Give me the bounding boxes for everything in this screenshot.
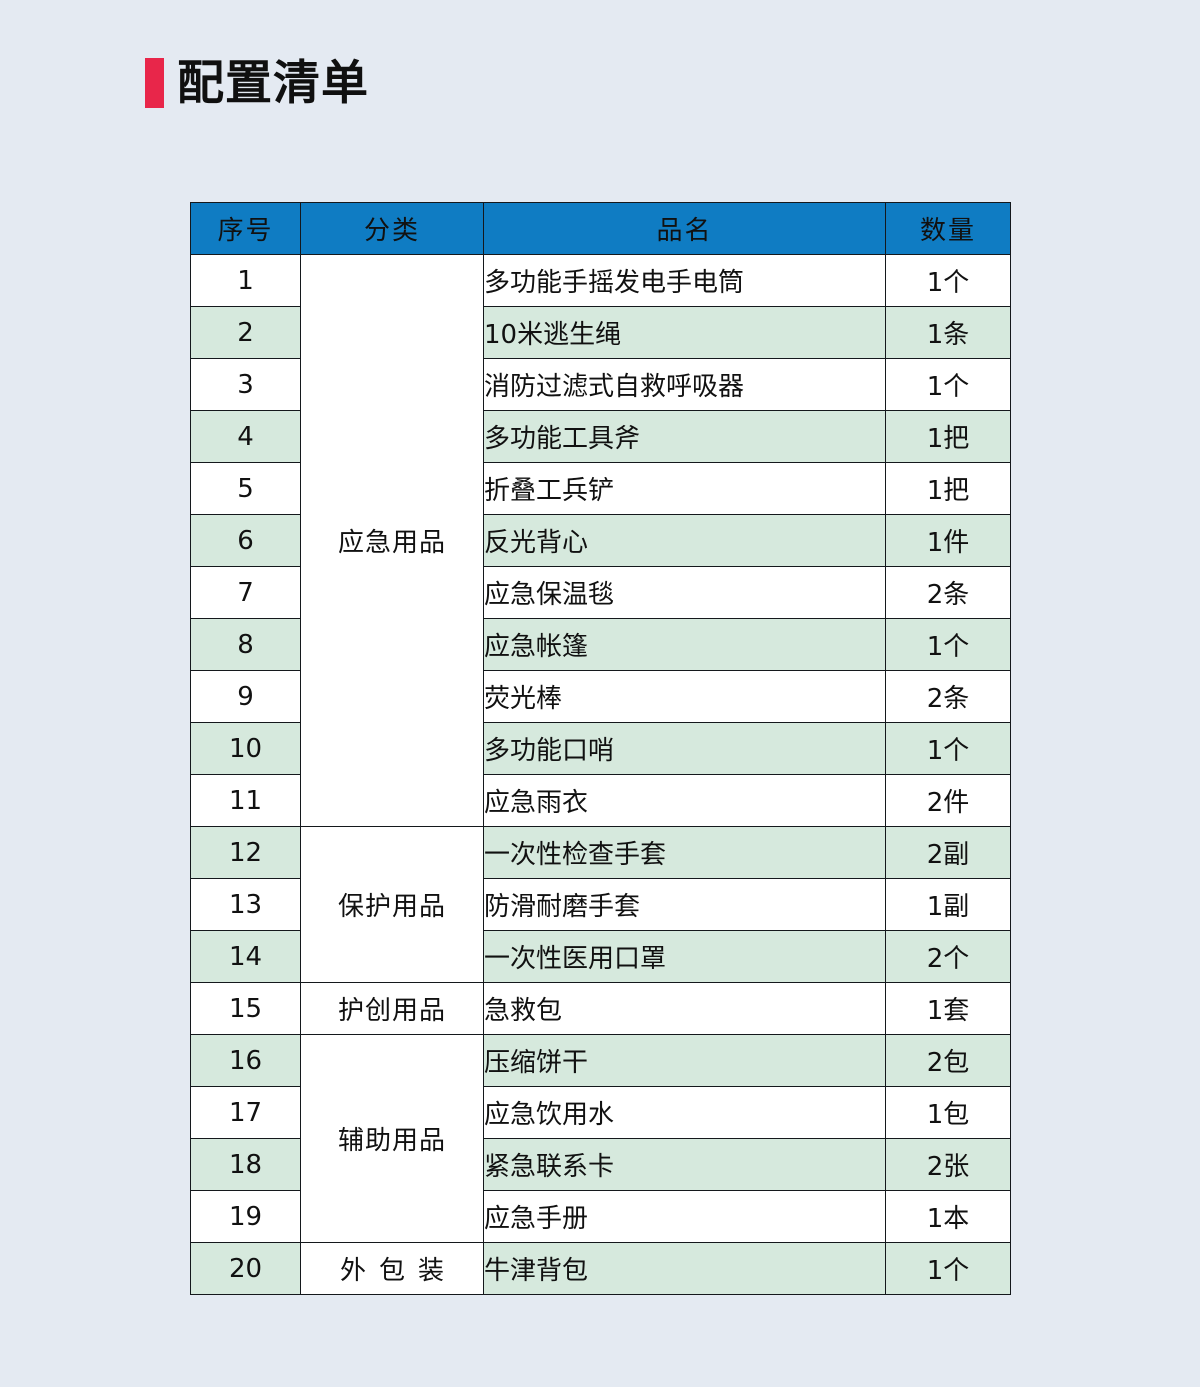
- table-head: 序号 分类 品名 数量: [190, 202, 1011, 255]
- cell-item-name: 10米逃生绳: [483, 306, 886, 359]
- cell-item-name: 应急饮用水: [483, 1086, 886, 1139]
- cell-index: 12: [190, 826, 301, 879]
- cell-category: 应急用品: [300, 254, 484, 827]
- cell-index: 7: [190, 566, 301, 619]
- table-row: 15 护创用品 急救包 1套: [190, 982, 1011, 1035]
- cell-quantity: 1个: [885, 254, 1011, 307]
- cell-index: 19: [190, 1190, 301, 1243]
- cell-quantity: 2条: [885, 566, 1011, 619]
- cell-quantity: 1套: [885, 982, 1011, 1035]
- cell-index: 9: [190, 670, 301, 723]
- cell-index: 3: [190, 358, 301, 411]
- table-row: 16 辅助用品 压缩饼干 2包: [190, 1034, 1011, 1243]
- cell-index: 20: [190, 1242, 301, 1295]
- cell-item-name: 一次性检查手套: [483, 826, 886, 879]
- cell-index: 8: [190, 618, 301, 671]
- cell-item-name: 多功能口哨: [483, 722, 886, 775]
- cell-item-name: 紧急联系卡: [483, 1138, 886, 1191]
- cell-index: 4: [190, 410, 301, 463]
- table-row: 3 消防过滤式自救呼吸器 1个: [190, 358, 1011, 411]
- page-title: 配置清单: [145, 58, 369, 108]
- cell-item-name: 应急手册: [483, 1190, 886, 1243]
- table-header-row: 序号 分类 品名 数量: [190, 202, 1011, 255]
- cell-item-name: 反光背心: [483, 514, 886, 567]
- cell-index: 16: [190, 1034, 301, 1087]
- cell-quantity: 1个: [885, 618, 1011, 671]
- cell-item-name: 压缩饼干: [483, 1034, 886, 1087]
- table-body: 1 应急用品 多功能手摇发电手电筒 1个 2 10米逃生绳 1条 3 消防过滤式自救呼吸器 1个 4…: [190, 254, 1011, 1295]
- column-header-name: 品名: [483, 202, 886, 255]
- table-row: 1 应急用品 多功能手摇发电手电筒 1个: [190, 254, 1011, 827]
- title-accent-bar: [145, 58, 164, 108]
- table-row: 2 10米逃生绳 1条: [190, 306, 1011, 359]
- cell-item-name: 牛津背包: [483, 1242, 886, 1295]
- table-row: 20 外包装 牛津背包 1个: [190, 1242, 1011, 1295]
- cell-quantity: 1把: [885, 462, 1011, 515]
- cell-item-name: 应急雨衣: [483, 774, 886, 827]
- cell-item-name: 多功能手摇发电手电筒: [483, 254, 886, 307]
- column-header-no: 序号: [190, 202, 301, 255]
- cell-quantity: 2个: [885, 930, 1011, 983]
- cell-item-name: 消防过滤式自救呼吸器: [483, 358, 886, 411]
- cell-category: 辅助用品: [300, 1034, 484, 1243]
- cell-quantity: 1个: [885, 358, 1011, 411]
- cell-quantity: 2条: [885, 670, 1011, 723]
- cell-quantity: 1条: [885, 306, 1011, 359]
- cell-quantity: 1件: [885, 514, 1011, 567]
- cell-category: 外包装: [300, 1242, 484, 1295]
- cell-index: 2: [190, 306, 301, 359]
- cell-item-name: 防滑耐磨手套: [483, 878, 886, 931]
- cell-index: 13: [190, 878, 301, 931]
- cell-quantity: 1把: [885, 410, 1011, 463]
- config-list-table-wrapper: 序号 分类 品名 数量 1 应急用品 多功能手摇发电手电筒 1个 2 10米逃生绳 1条 3 消…: [190, 202, 1011, 1295]
- cell-category: 保护用品: [300, 826, 484, 983]
- table-row: 4 多功能工具斧 1把: [190, 410, 1011, 463]
- table-row: 13 防滑耐磨手套 1副: [190, 878, 1011, 931]
- config-list-table: 序号 分类 品名 数量 1 应急用品 多功能手摇发电手电筒 1个 2 10米逃生绳 1条 3 消…: [190, 202, 1011, 1295]
- cell-item-name: 折叠工兵铲: [483, 462, 886, 515]
- cell-item-name: 多功能工具斧: [483, 410, 886, 463]
- table-row: 6 反光背心 1件: [190, 514, 1011, 567]
- table-row: 8 应急帐篷 1个: [190, 618, 1011, 671]
- table-row: 5 折叠工兵铲 1把: [190, 462, 1011, 515]
- cell-index: 17: [190, 1086, 301, 1139]
- cell-quantity: 2包: [885, 1034, 1011, 1087]
- table-row: 14 一次性医用口罩 2个: [190, 930, 1011, 983]
- cell-index: 18: [190, 1138, 301, 1191]
- table-row: 10 多功能口哨 1个: [190, 722, 1011, 775]
- cell-index: 1: [190, 254, 301, 307]
- table-row: 19 应急手册 1本: [190, 1190, 1011, 1243]
- table-row: 12 保护用品 一次性检查手套 2副: [190, 826, 1011, 983]
- cell-item-name: 荧光棒: [483, 670, 886, 723]
- cell-index: 11: [190, 774, 301, 827]
- cell-category: 护创用品: [300, 982, 484, 1035]
- cell-quantity: 1本: [885, 1190, 1011, 1243]
- cell-quantity: 1个: [885, 722, 1011, 775]
- cell-item-name: 应急保温毯: [483, 566, 886, 619]
- column-header-cat: 分类: [300, 202, 484, 255]
- cell-index: 15: [190, 982, 301, 1035]
- cell-item-name: 急救包: [483, 982, 886, 1035]
- cell-quantity: 2张: [885, 1138, 1011, 1191]
- column-header-qty: 数量: [885, 202, 1011, 255]
- cell-index: 14: [190, 930, 301, 983]
- cell-index: 5: [190, 462, 301, 515]
- cell-quantity: 1副: [885, 878, 1011, 931]
- cell-quantity: 2副: [885, 826, 1011, 879]
- cell-item-name: 应急帐篷: [483, 618, 886, 671]
- cell-index: 10: [190, 722, 301, 775]
- table-row: 7 应急保温毯 2条: [190, 566, 1011, 619]
- cell-quantity: 2件: [885, 774, 1011, 827]
- cell-quantity: 1个: [885, 1242, 1011, 1295]
- page-title-text: 配置清单: [177, 55, 369, 111]
- cell-index: 6: [190, 514, 301, 567]
- cell-quantity: 1包: [885, 1086, 1011, 1139]
- cell-item-name: 一次性医用口罩: [483, 930, 886, 983]
- table-row: 17 应急饮用水 1包: [190, 1086, 1011, 1139]
- table-row: 11 应急雨衣 2件: [190, 774, 1011, 827]
